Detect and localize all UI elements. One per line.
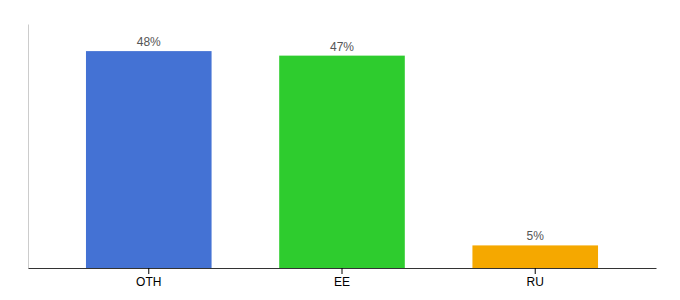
data-label: 5% bbox=[527, 229, 545, 243]
plot: OTH EE RU 48% 47% 5% bbox=[29, 25, 657, 289]
x-tick: EE bbox=[334, 268, 350, 289]
x-tick: OTH bbox=[136, 268, 161, 289]
bar bbox=[472, 245, 598, 268]
x-tick-mark bbox=[535, 268, 536, 274]
data-label: 48% bbox=[137, 35, 161, 49]
data-labels: 48% 47% 5% bbox=[137, 35, 544, 243]
x-tick-mark bbox=[148, 268, 149, 274]
bar bbox=[86, 51, 212, 268]
x-tick-label: RU bbox=[527, 275, 544, 289]
x-tick: RU bbox=[527, 268, 544, 289]
x-tick-label: EE bbox=[334, 275, 350, 289]
chart-svg: OTH EE RU 48% 47% 5% bbox=[0, 0, 680, 300]
bars bbox=[86, 51, 598, 268]
bar bbox=[279, 56, 405, 268]
data-label: 47% bbox=[330, 40, 354, 54]
x-tick-mark bbox=[342, 268, 343, 274]
x-tick-label: OTH bbox=[136, 275, 161, 289]
x-axis: OTH EE RU bbox=[29, 268, 657, 289]
y-axis-line bbox=[28, 25, 29, 269]
y-axis bbox=[28, 25, 29, 269]
chart-container: OTH EE RU 48% 47% 5% bbox=[0, 0, 680, 300]
